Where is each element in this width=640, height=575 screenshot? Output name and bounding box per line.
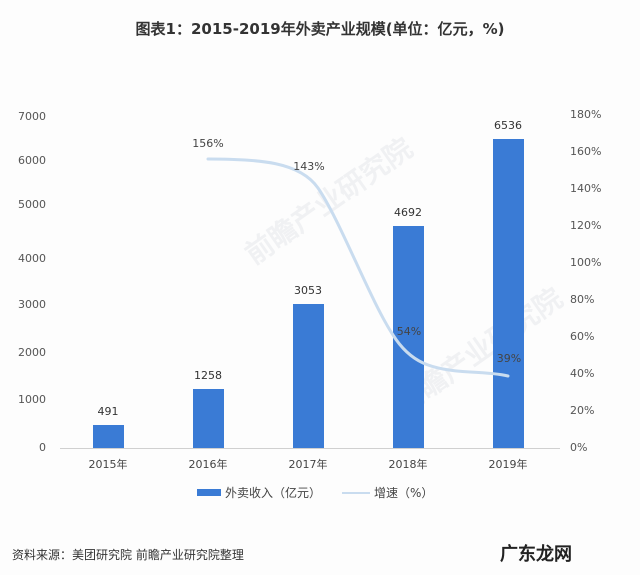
left-axis-tick: 0 (39, 441, 46, 454)
legend-item-line: 增速（%） (342, 484, 433, 501)
x-axis-label: 2019年 (488, 458, 528, 471)
bar-value-label: 1258 (194, 369, 222, 382)
left-axis-tick: 3000 (18, 298, 46, 311)
left-axis-tick: 5000 (18, 198, 46, 211)
growth-label: 54% (396, 325, 422, 338)
source-note: 资料来源：美团研究院 前瞻产业研究院整理 (12, 548, 244, 562)
credit-text: 广东龙网 (500, 544, 572, 565)
x-axis-label: 2018年 (388, 458, 428, 471)
left-axis-tick: 6000 (18, 154, 46, 167)
growth-label: 39% (496, 352, 522, 365)
right-axis-tick: 180% (570, 108, 602, 121)
x-axis-label: 2017年 (288, 458, 328, 471)
legend: 外卖收入（亿元） 增速（%） (0, 484, 640, 504)
right-axis-tick: 0% (570, 441, 588, 454)
right-axis-tick: 40% (570, 367, 595, 380)
right-axis-tick: 120% (570, 219, 602, 232)
bar-2019 (493, 139, 524, 448)
right-axis-tick: 100% (570, 256, 602, 269)
right-axis-tick: 160% (570, 145, 602, 158)
bar-value-label: 4692 (394, 206, 422, 219)
growth-label: 143% (293, 160, 325, 173)
bar-2017 (293, 304, 324, 448)
bar-value-label: 6536 (494, 119, 522, 132)
chart-title: 图表1：2015-2019年外卖产业规模(单位：亿元，%) (135, 20, 505, 38)
x-axis-line (60, 448, 560, 449)
legend-label: 外卖收入（亿元） (225, 486, 322, 500)
x-axis-label: 2016年 (188, 458, 228, 471)
bar-value-label: 491 (97, 405, 119, 418)
right-axis-tick: 140% (570, 182, 602, 195)
legend-item-bar: 外卖收入（亿元） (197, 484, 321, 501)
left-axis-tick: 2000 (18, 346, 46, 359)
line-swatch-icon (342, 491, 370, 494)
left-axis-tick: 1000 (18, 393, 46, 406)
credit-watermark: 广东龙网 (500, 540, 572, 566)
growth-label: 156% (192, 137, 224, 150)
right-axis-tick: 80% (570, 293, 595, 306)
bar-swatch-icon (197, 489, 221, 496)
bar-2016 (193, 389, 224, 448)
bar-value-label: 3053 (294, 284, 322, 297)
left-axis-tick: 4000 (18, 252, 46, 265)
left-axis-tick: 7000 (18, 110, 46, 123)
x-axis-label: 2015年 (88, 458, 128, 471)
right-axis-tick: 20% (570, 404, 595, 417)
bar-2018 (393, 226, 424, 448)
legend-label: 增速（%） (374, 486, 434, 500)
bar-2015 (93, 425, 124, 448)
right-axis-tick: 60% (570, 330, 595, 343)
